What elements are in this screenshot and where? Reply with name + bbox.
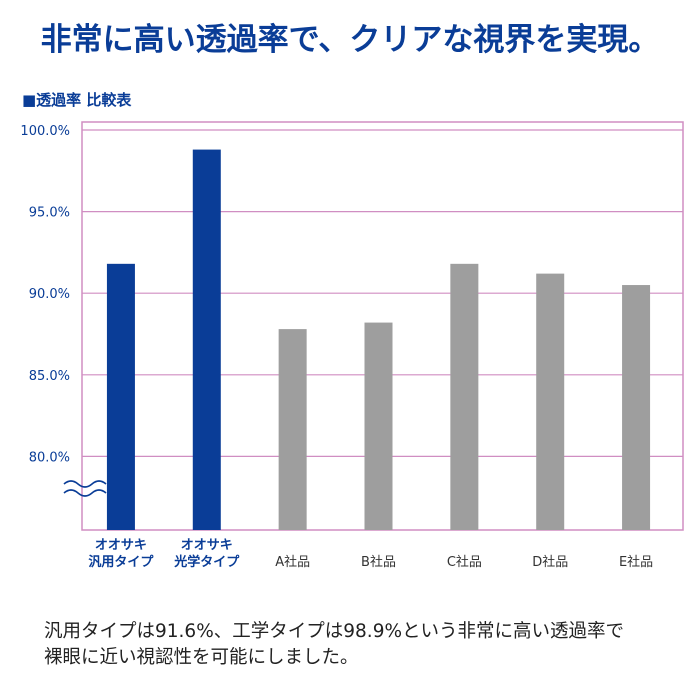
- caption-line-1: 汎用タイプは91.6%、工学タイプは98.9%という非常に高い透過率で: [44, 621, 625, 642]
- bar: [106, 263, 135, 530]
- axis-break-mark: [63, 489, 107, 497]
- x-category-label: D社品: [532, 554, 568, 570]
- bar: [536, 273, 565, 530]
- transmittance-bar-chart: 100.0%95.0%90.0%85.0%80.0%オオサキ汎用タイプオオサキ光…: [20, 121, 684, 570]
- bar: [622, 285, 651, 530]
- bar: [364, 322, 393, 530]
- y-tick-label: 80.0%: [29, 450, 70, 465]
- axis-break-mark: [63, 480, 107, 488]
- caption-line-2: 裸眼に近い視認性を可能にしました。: [44, 647, 359, 668]
- chart-title: ■透過率 比較表: [22, 89, 131, 110]
- caption: 汎用タイプは91.6%、工学タイプは98.9%という非常に高い透過率で 裸眼に近…: [44, 619, 684, 671]
- x-category-label: E社品: [619, 554, 653, 570]
- y-tick-label: 100.0%: [20, 124, 70, 139]
- bar: [192, 149, 221, 531]
- x-category-label: A社品: [275, 554, 310, 570]
- x-category-label: C社品: [447, 554, 482, 570]
- x-category-label: 光学タイプ: [173, 554, 240, 570]
- x-category-label: B社品: [361, 554, 396, 570]
- x-category-label: オオサキ: [95, 538, 147, 553]
- bar: [278, 329, 307, 530]
- x-category-label: 汎用タイプ: [88, 554, 154, 570]
- y-tick-label: 85.0%: [29, 369, 70, 384]
- y-tick-label: 90.0%: [29, 287, 70, 302]
- chart-title-text: ■透過率 比較表: [22, 91, 132, 109]
- headline: 非常に高い透過率で、クリアな視界を実現。: [40, 22, 660, 58]
- x-category-label: オオサキ: [181, 538, 233, 553]
- bar: [450, 263, 479, 530]
- y-tick-label: 95.0%: [29, 206, 70, 221]
